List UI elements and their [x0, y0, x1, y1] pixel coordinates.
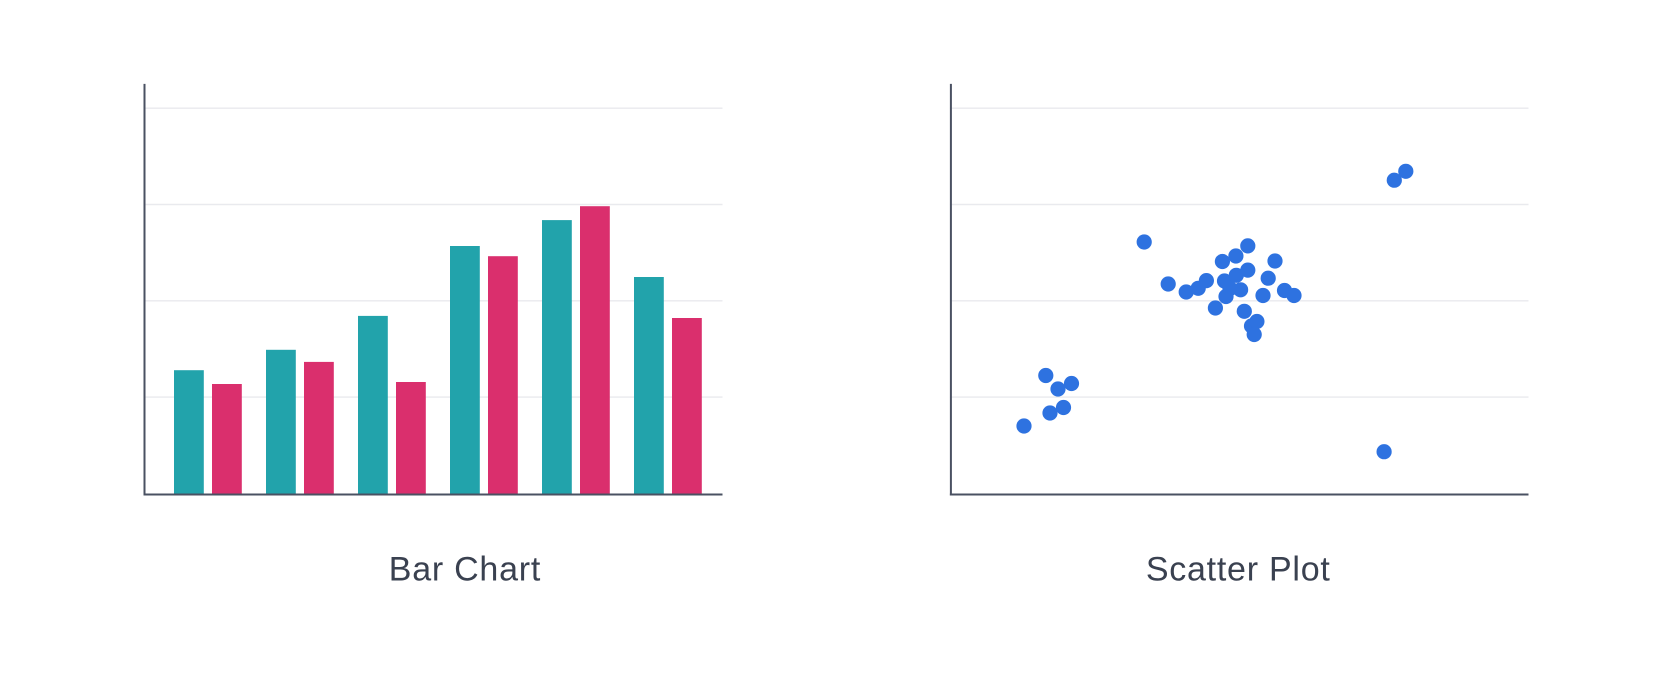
svg-text:Scatter Plot: Scatter Plot [1146, 551, 1331, 589]
svg-text:Bar Chart: Bar Chart [389, 551, 541, 589]
